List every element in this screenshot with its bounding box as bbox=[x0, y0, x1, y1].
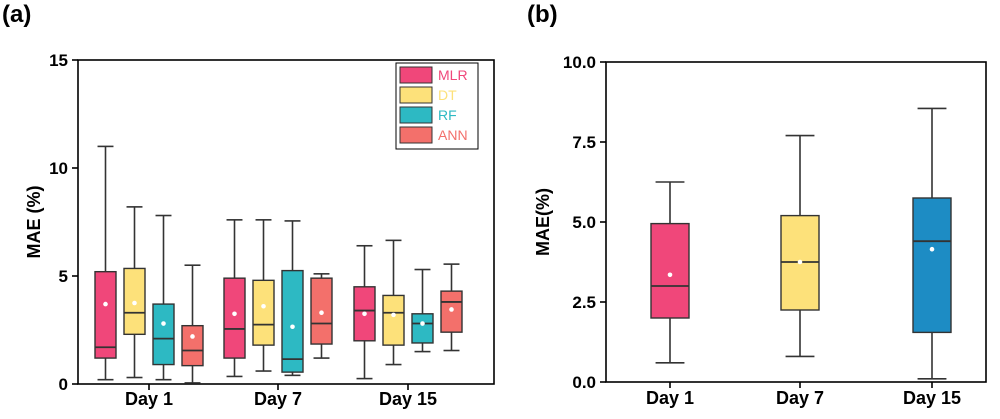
panel-label-b: (b) bbox=[527, 1, 558, 28]
chart-a-box-rf-day-15-mean bbox=[420, 321, 425, 326]
chart-a-y-tick-label: 0 bbox=[59, 375, 68, 394]
chart-a-box-dt-day-1 bbox=[123, 206, 146, 379]
chart-b-box-day-1 bbox=[650, 181, 690, 364]
chart-a-y-tick-label: 5 bbox=[59, 267, 68, 286]
chart-b-box-day-15-mean bbox=[929, 246, 935, 252]
chart-a-box-mlr-day-1 bbox=[94, 145, 117, 381]
chart-a-box-ann-day-15 bbox=[440, 263, 463, 352]
chart-a-legend-label: RF bbox=[438, 107, 457, 123]
chart-a-box-dt-day-1-mean bbox=[132, 300, 137, 306]
chart-a-frame bbox=[77, 59, 495, 385]
chart-b-y-tick-label: 7.5 bbox=[572, 133, 596, 152]
chart-a-box-rf-day-1-iqr bbox=[152, 303, 175, 366]
chart-a-box-rf-day-7-mean bbox=[290, 324, 295, 330]
chart-a-legend-swatch bbox=[399, 66, 433, 84]
chart-a-y-axis-label: MAE (%) bbox=[24, 186, 44, 259]
chart-a-box-dt-day-15-iqr bbox=[382, 294, 405, 346]
chart-a-box-rf-day-1-mean bbox=[161, 321, 166, 326]
chart-b-box-day-7-mean bbox=[797, 259, 803, 265]
chart-a-x-tick-label: Day 7 bbox=[254, 389, 302, 409]
chart-b-y-tick-label: 5.0 bbox=[572, 213, 596, 232]
chart-a-box-dt-day-15-mean bbox=[391, 312, 396, 318]
chart-a-box-mlr-day-1-iqr bbox=[94, 270, 117, 359]
chart-a-box-ann-day-7-mean bbox=[319, 310, 324, 316]
chart-a-box-ann-day-1-iqr bbox=[181, 324, 204, 367]
chart-a-legend-swatch bbox=[399, 126, 433, 144]
chart-a-box-mlr-day-15-mean bbox=[362, 311, 367, 317]
chart-a-x-tick-label: Day 15 bbox=[379, 389, 437, 409]
panel-label-a: (a) bbox=[2, 1, 31, 28]
chart-b-box-day-1-iqr bbox=[650, 222, 690, 319]
chart-a-box-rf-day-15 bbox=[411, 268, 434, 353]
chart-b-box-day-1-mean bbox=[667, 272, 673, 278]
chart-b-box-day-15 bbox=[912, 107, 952, 380]
chart-a-box-ann-day-15-mean bbox=[449, 307, 454, 312]
chart-a-y-tick-label: 15 bbox=[49, 51, 68, 70]
chart-a-box-mlr-day-1-mean bbox=[103, 301, 108, 307]
chart-a-box-dt-day-7-mean bbox=[261, 303, 266, 309]
chart-b-box-day-7 bbox=[780, 134, 820, 358]
chart-a-box-ann-day-1 bbox=[181, 264, 204, 384]
chart-a-box-rf-day-7-iqr bbox=[281, 269, 304, 373]
chart-b-y-tick-label: 2.5 bbox=[572, 293, 596, 312]
chart-a-legend: MLR DT RF ANN bbox=[395, 62, 479, 150]
chart-b-y-tick-label: 0.0 bbox=[572, 373, 596, 392]
chart-b-y-tick-label: 10.0 bbox=[563, 53, 596, 72]
chart-a-legend-swatch bbox=[399, 106, 433, 124]
chart-a-y-tick-label: 10 bbox=[49, 159, 68, 178]
chart-a-box-mlr-day-15 bbox=[353, 244, 376, 380]
chart-b-x-tick-label: Day 1 bbox=[646, 388, 694, 408]
chart-a-legend-label: MLR bbox=[438, 67, 468, 83]
chart-a-box-rf-day-1 bbox=[152, 214, 175, 381]
chart-a-box-mlr-day-7-mean bbox=[232, 311, 237, 317]
chart-a-box-rf-day-7 bbox=[281, 220, 304, 377]
chart-b-y-axis-label: MAE(%) bbox=[533, 188, 553, 256]
chart-a-box-mlr-day-7 bbox=[223, 219, 246, 378]
chart-a-x-tick-label: Day 1 bbox=[125, 389, 173, 409]
chart-a-legend-label: DT bbox=[438, 87, 457, 103]
chart-b-x-tick-label: Day 15 bbox=[903, 388, 961, 408]
chart-a-box-ann-day-7 bbox=[310, 273, 333, 359]
chart-a-box-ann-day-1-mean bbox=[190, 334, 195, 339]
chart-a-legend-label: ANN bbox=[438, 127, 468, 143]
chart-a: 0 5 10 15 Day 1 Day 7 Day 15 MLR DT RF ANN MAE (%… bbox=[24, 51, 495, 409]
chart-a-box-rf-day-15-iqr bbox=[411, 313, 434, 344]
chart-b: 0.0 2.5 5.0 7.5 10.0 Day 1 Day 7 Day 15 MAE(%) bbox=[533, 53, 987, 408]
chart-a-box-mlr-day-7-iqr bbox=[223, 277, 246, 359]
chart-a-box-dt-day-15 bbox=[382, 239, 405, 366]
chart-a-box-dt-day-7-iqr bbox=[252, 279, 275, 346]
chart-a-legend-swatch bbox=[399, 86, 433, 104]
chart-b-x-tick-label: Day 7 bbox=[776, 388, 824, 408]
chart-a-box-dt-day-7 bbox=[252, 219, 275, 372]
chart-b-box-day-15-iqr bbox=[912, 197, 952, 334]
